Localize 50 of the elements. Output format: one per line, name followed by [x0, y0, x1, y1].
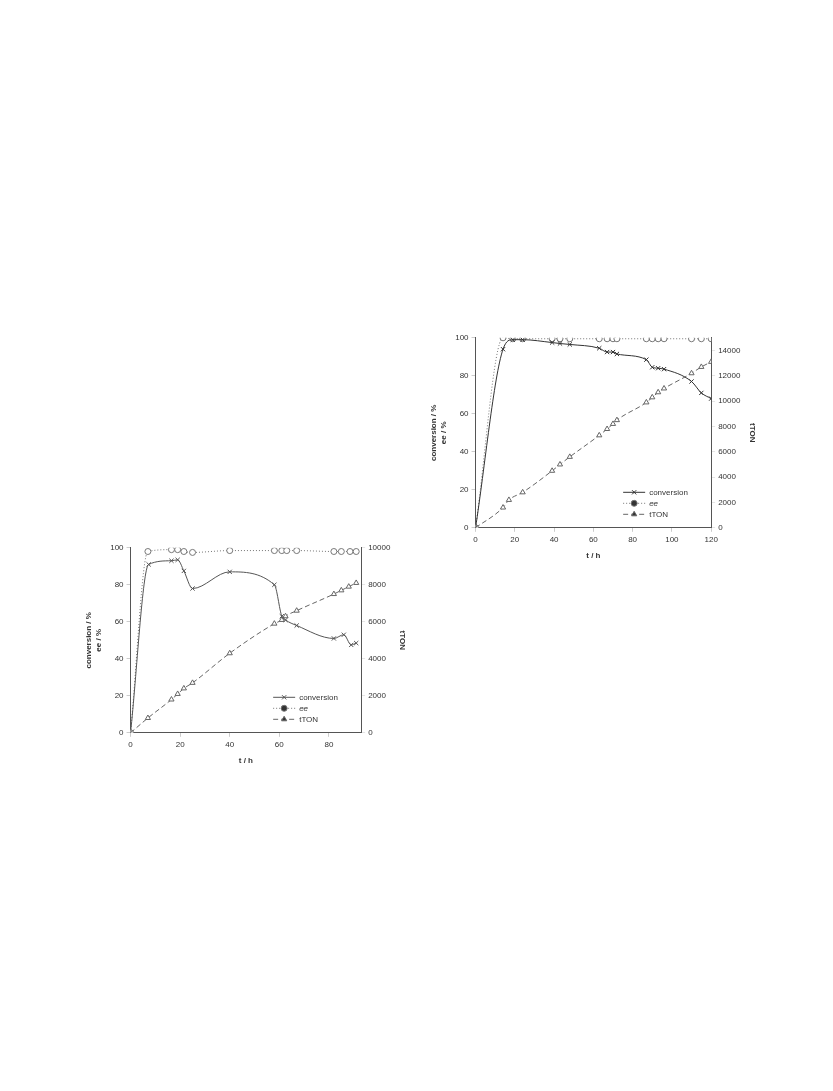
y2-tick-label: 12000 [718, 371, 741, 380]
y-tick-label: 20 [114, 691, 125, 700]
x-axis-title: t / h [586, 551, 601, 561]
x-tick-label: 100 [665, 534, 680, 544]
y-tick-label: 100 [110, 543, 125, 552]
y2-tick-label: 10000 [368, 543, 391, 552]
x-tick-label: 80 [628, 534, 638, 544]
y2-tick-label: 4000 [718, 472, 737, 482]
y-tick-label: 40 [459, 447, 470, 456]
y2-tick-label: 0 [718, 523, 724, 532]
y-axis-title: conversion / % ee / % [429, 404, 448, 462]
x-tick-label: 0 [473, 534, 479, 544]
x-tick-label: 40 [549, 534, 560, 544]
y2-tick-label: 10000 [718, 396, 741, 406]
x-tick-label: 0 [128, 739, 134, 749]
y2-tick-label: 0 [368, 728, 374, 737]
y2-tick-label: 6000 [718, 447, 737, 456]
y-tick-label: 80 [459, 371, 470, 380]
legend-label: tTON [649, 509, 669, 519]
legend-label: ee [649, 498, 659, 508]
x-tick-label: 20 [510, 534, 520, 544]
y2-axis-title: tTON [748, 423, 757, 443]
x-tick-label: 20 [175, 739, 186, 749]
legend-label: conversion [649, 487, 688, 497]
y2-axis-title: tTON [398, 630, 407, 651]
y2-tick-label: 2000 [368, 691, 387, 700]
y-tick-label: 20 [459, 485, 470, 494]
legend-label: conversion [299, 692, 338, 702]
y-tick-label: 60 [459, 409, 470, 418]
y-tick-label: 0 [119, 728, 125, 737]
x-tick-label: 80 [324, 739, 334, 749]
y-tick-label: 0 [464, 523, 470, 532]
x-axis-title: t / h [238, 756, 254, 766]
y-tick-label: 100 [455, 333, 470, 342]
x-tick-label: 120 [704, 534, 719, 544]
y2-tick-label: 8000 [718, 421, 737, 431]
y2-tick-label: 4000 [368, 654, 387, 663]
y2-tick-label: 6000 [368, 617, 387, 626]
x-tick-label: 60 [274, 739, 285, 749]
y-tick-label: 80 [114, 580, 125, 589]
legend-label: tTON [299, 714, 319, 724]
y-tick-label: 40 [114, 654, 125, 663]
y-tick-label: 60 [114, 617, 125, 626]
y2-tick-label: 2000 [718, 497, 737, 507]
y-axis-title: conversion / % ee / % [84, 612, 103, 669]
y2-tick-label: 14000 [718, 345, 741, 355]
y2-tick-label: 8000 [368, 580, 387, 589]
legend-label: ee [299, 703, 309, 713]
x-tick-label: 60 [588, 534, 599, 544]
x-tick-label: 40 [225, 739, 235, 749]
